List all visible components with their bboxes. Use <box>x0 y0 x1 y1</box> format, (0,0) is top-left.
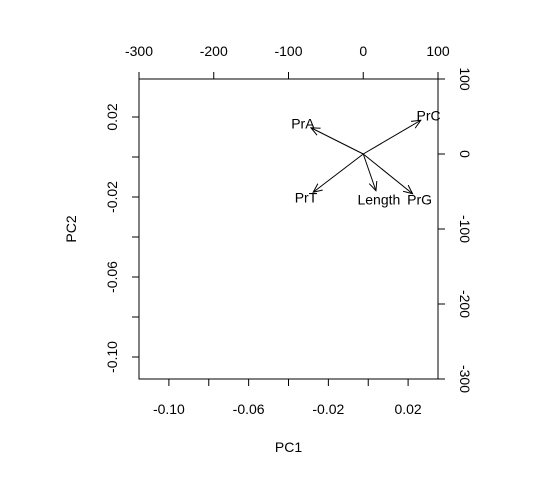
loading-arrow-pra <box>311 128 364 155</box>
loading-label-pra: PrA <box>291 116 315 132</box>
right-axis: -300 -200 -100 0 100 <box>437 67 473 393</box>
right-tick-label: -300 <box>457 365 473 393</box>
y-axis-title: PC2 <box>63 215 79 242</box>
top-tick-label: 100 <box>426 43 450 59</box>
loading-label-prg: PrG <box>407 191 432 207</box>
top-tick-label: -200 <box>200 43 228 59</box>
x-axis-title: PC1 <box>275 439 302 455</box>
right-tick-label: 0 <box>457 150 473 158</box>
top-tick-label: -300 <box>125 43 153 59</box>
plot-frame <box>138 78 439 380</box>
loading-label-prc: PrC <box>417 108 441 124</box>
bottom-axis: -0.10 -0.06 -0.02 0.02 <box>153 378 422 417</box>
right-tick-label: -100 <box>457 215 473 243</box>
left-tick-label: -0.10 <box>104 341 120 373</box>
bottom-tick-label: -0.02 <box>312 401 344 417</box>
loading-vectors: PrA PrC PrT Length PrG <box>291 108 440 208</box>
bottom-tick-label: 0.02 <box>394 401 421 417</box>
left-axis: -0.10 -0.06 -0.02 0.02 <box>104 103 140 373</box>
loading-label-prt: PrT <box>295 190 318 206</box>
bottom-tick-label: -0.10 <box>153 401 185 417</box>
top-tick-label: 0 <box>359 43 367 59</box>
loading-arrow-length <box>362 153 376 191</box>
left-tick-label: -0.06 <box>104 261 120 293</box>
left-tick-label: -0.02 <box>104 181 120 213</box>
top-tick-label: -100 <box>274 43 302 59</box>
right-tick-label: 100 <box>457 67 473 91</box>
loading-arrow-prc <box>362 120 421 155</box>
right-tick-label: -200 <box>457 290 473 318</box>
loading-arrow-prt <box>313 153 364 192</box>
left-tick-label: 0.02 <box>104 103 120 130</box>
loading-arrow-prg <box>362 153 412 194</box>
loading-label-length: Length <box>357 191 400 207</box>
bottom-tick-label: -0.06 <box>233 401 265 417</box>
top-axis: -300 -200 -100 0 100 <box>125 43 450 80</box>
